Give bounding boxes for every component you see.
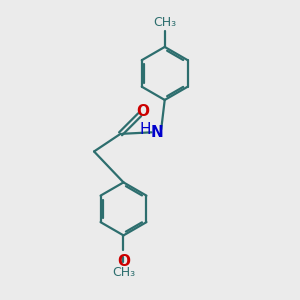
Text: O: O	[136, 104, 149, 119]
Text: O: O	[117, 254, 130, 268]
Text: CH₃: CH₃	[112, 266, 135, 279]
Text: H: H	[139, 122, 151, 137]
Text: N: N	[151, 125, 164, 140]
Text: CH₃: CH₃	[153, 16, 176, 29]
